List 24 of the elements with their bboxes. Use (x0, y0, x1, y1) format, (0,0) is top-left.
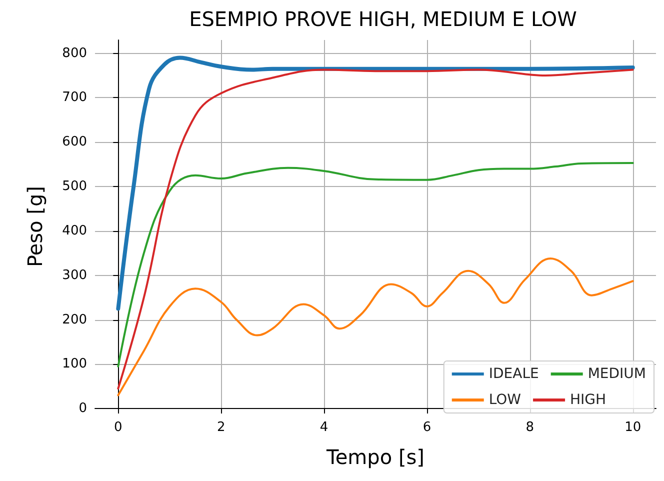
legend-label: HIGH (570, 392, 606, 408)
y-tick-label: 300 (62, 268, 87, 283)
line-series (116, 56, 635, 311)
y-tick-label: 200 (62, 312, 87, 328)
y-tick-label: 700 (62, 90, 87, 106)
x-tick-label: 0 (114, 420, 122, 435)
y-tick-label: 800 (62, 46, 87, 61)
x-tick-label: 10 (624, 420, 642, 435)
x-tick-label: 2 (216, 420, 226, 435)
x-tick-label: 6 (422, 420, 432, 435)
y-tick-label: 500 (62, 179, 87, 194)
legend-label: MEDIUM (588, 366, 646, 382)
legend-label: LOW (488, 392, 522, 408)
y-tick-label: 400 (62, 223, 87, 238)
legend-label: IDEALE (488, 366, 539, 382)
line-series (117, 162, 634, 368)
x-tick-label: 8 (526, 420, 534, 435)
y-axis-title: Peso [g] (23, 186, 47, 267)
y-tick-label: 600 (62, 134, 87, 150)
y-tick-label: 100 (62, 356, 87, 372)
x-axis-title: Tempo [s] (326, 445, 424, 469)
chart-title: ESEMPIO PROVE HIGH, MEDIUM E LOW (189, 7, 578, 31)
x-tick-label: 4 (320, 420, 328, 435)
y-tick-label: 0 (78, 401, 87, 416)
